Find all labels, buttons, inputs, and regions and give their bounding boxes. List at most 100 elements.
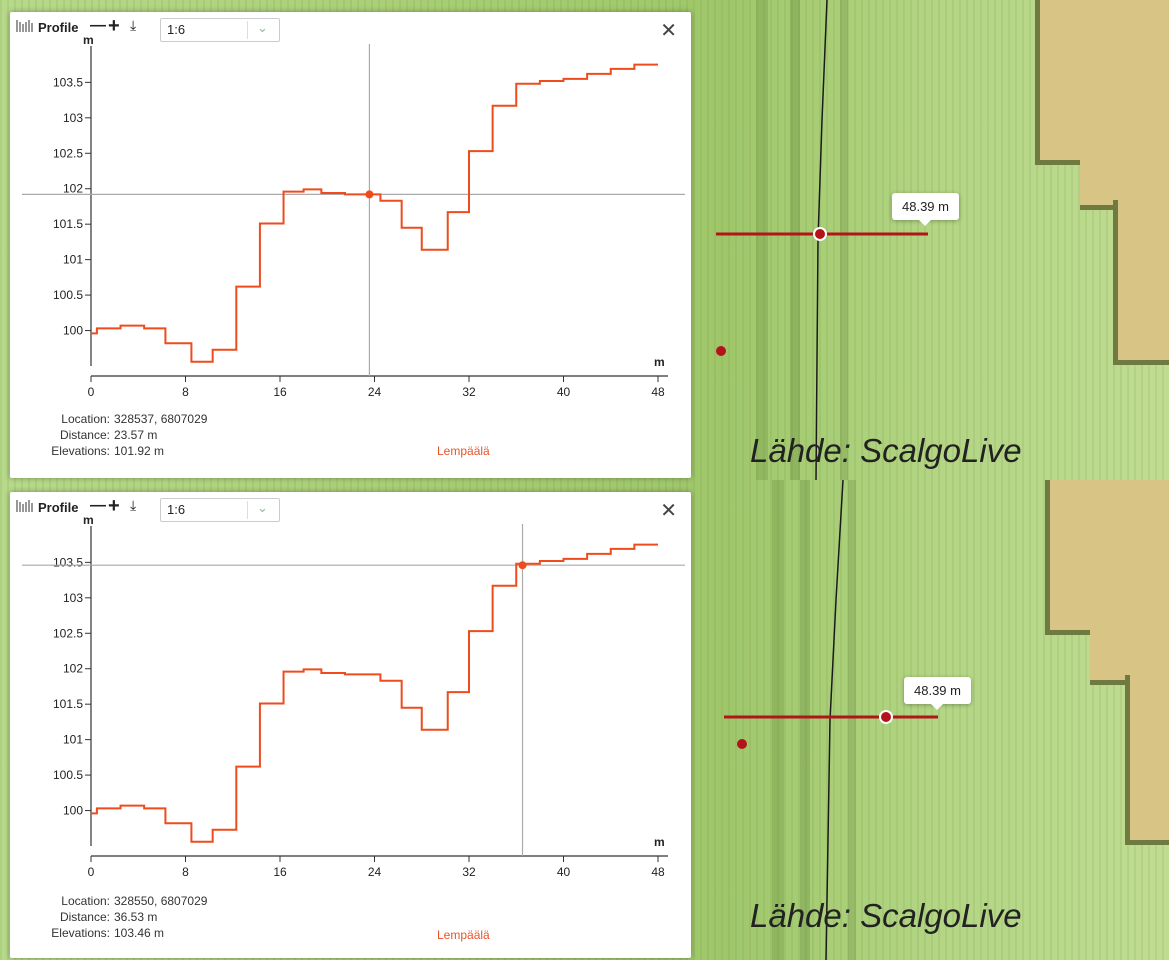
- map-terrain-stripe: [840, 0, 848, 480]
- info-distance-row: Distance: 23.57 m: [10, 428, 157, 442]
- y-tick-label: 100: [63, 804, 83, 818]
- distance-value: 23.57 m: [114, 428, 158, 442]
- map-terrain-stripe: [790, 0, 800, 480]
- profile-panel: Profile — + ⤓ 1:6 ⌄ ✕ m m 100 100.5 101 101.5…: [10, 492, 691, 958]
- x-tick-label: 0: [88, 865, 95, 879]
- x-tick-label: 24: [368, 385, 382, 399]
- chevron-down-icon[interactable]: ⌄: [257, 500, 268, 515]
- profile-icon: [16, 499, 34, 516]
- profile-title: Profile: [38, 500, 79, 515]
- measure-length-label: 48.39 m: [892, 193, 959, 226]
- y-tick-label: 101.5: [53, 217, 83, 231]
- scale-value: 1:6: [167, 502, 186, 517]
- location-value: 328537, 6807029: [114, 412, 208, 426]
- profile-toolbar: Profile — + ⤓ 1:6 ⌄ ✕: [10, 492, 691, 528]
- zoom-in-button[interactable]: +: [108, 15, 120, 37]
- y-tick-label: 101: [63, 253, 83, 267]
- y-tick-label: 102.5: [53, 146, 83, 160]
- elevations-label: Elevations:: [51, 444, 110, 458]
- profile-icon: [16, 19, 34, 36]
- close-button[interactable]: ✕: [660, 500, 677, 522]
- measure-length-label: 48.39 m: [904, 677, 971, 710]
- scale-select[interactable]: 1:6 ⌄: [160, 18, 280, 42]
- elevations-value: 103.46 m: [114, 926, 165, 940]
- distance-label: Distance:: [59, 428, 110, 442]
- distance-value: 36.53 m: [114, 910, 158, 924]
- elevations-value: 101.92 m: [114, 444, 165, 458]
- chevron-down-icon[interactable]: ⌄: [257, 20, 268, 35]
- profile-title: Profile: [38, 20, 79, 35]
- download-button[interactable]: ⤓: [130, 17, 137, 33]
- x-tick-label: 16: [273, 865, 287, 879]
- y-axis-unit: m: [83, 514, 94, 527]
- zoom-out-button[interactable]: —: [90, 497, 106, 514]
- download-button[interactable]: ⤓: [130, 497, 137, 513]
- map-terrain-stripe: [756, 0, 768, 480]
- location-value: 328550, 6807029: [114, 894, 208, 908]
- map-stream-line: [825, 480, 844, 960]
- y-tick-label: 103: [63, 591, 83, 605]
- y-tick-label: 103.5: [53, 555, 83, 569]
- elevation-series-line: [91, 63, 658, 363]
- x-axis-unit: m: [654, 355, 665, 369]
- elevation-series-line: [91, 543, 658, 843]
- x-tick-label: 40: [557, 865, 571, 879]
- y-tick-label: 100.5: [53, 288, 83, 302]
- map-overlay: [724, 480, 938, 960]
- map-overlay: [716, 0, 928, 480]
- map-point-marker: [716, 346, 726, 356]
- elevation-profile-chart[interactable]: m m 100 100.5 101 101.5 102 102.5 103 103.5 0 8 16 24…: [10, 514, 691, 884]
- info-location-row: Location: 328537, 6807029: [10, 412, 207, 426]
- x-axis-unit: m: [654, 835, 665, 849]
- x-tick-label: 0: [88, 385, 95, 399]
- map-terrain-stripe: [848, 480, 856, 960]
- map-source-credit: Lähde: ScalgoLive: [750, 432, 1022, 469]
- profile-position-marker: [879, 710, 893, 724]
- cursor-point-marker: [518, 561, 527, 570]
- y-tick-label: 103.5: [53, 75, 83, 89]
- scale-select[interactable]: 1:6 ⌄: [160, 498, 280, 522]
- cursor-point-marker: [365, 190, 374, 199]
- profile-toolbar: Profile — + ⤓ 1:6 ⌄ ✕: [10, 12, 691, 48]
- scale-separator: [247, 501, 248, 519]
- building-shape: [1125, 675, 1169, 845]
- info-location-row: Location: 328550, 6807029: [10, 894, 207, 908]
- map-point-marker: [737, 739, 747, 749]
- building-shape: [1113, 200, 1169, 365]
- map-source-credit: Lähde: ScalgoLive: [750, 897, 1022, 934]
- municipality-label: Lempäälä: [437, 444, 490, 458]
- map-terrain-stripe: [772, 480, 784, 960]
- x-tick-label: 48: [651, 865, 665, 879]
- x-tick-label: 48: [651, 385, 665, 399]
- zoom-in-button[interactable]: +: [108, 495, 120, 517]
- y-tick-label: 102: [63, 662, 83, 676]
- y-tick-label: 102: [63, 182, 83, 196]
- map-terrain-stripe: [800, 480, 810, 960]
- y-tick-label: 102.5: [53, 626, 83, 640]
- y-axis-unit: m: [83, 34, 94, 47]
- elevation-profile-chart[interactable]: m m 100 100.5 101 101.5 102 102.5 103 103.5 0 8 16 24…: [10, 34, 691, 404]
- info-distance-row: Distance: 36.53 m: [10, 910, 157, 924]
- location-label: Location:: [61, 412, 110, 426]
- x-tick-label: 24: [368, 865, 382, 879]
- x-tick-label: 8: [182, 385, 189, 399]
- x-tick-label: 16: [273, 385, 287, 399]
- location-label: Location:: [61, 894, 110, 908]
- y-tick-label: 103: [63, 111, 83, 125]
- x-tick-label: 32: [462, 865, 476, 879]
- info-elevations-row: Elevations: 103.46 m: [10, 926, 164, 940]
- zoom-out-button[interactable]: —: [90, 17, 106, 34]
- y-tick-label: 100: [63, 324, 83, 338]
- y-tick-label: 101.5: [53, 697, 83, 711]
- map-stream-line: [815, 0, 828, 480]
- y-tick-label: 101: [63, 733, 83, 747]
- distance-label: Distance:: [59, 910, 110, 924]
- close-button[interactable]: ✕: [660, 20, 677, 42]
- scale-value: 1:6: [167, 22, 186, 37]
- elevations-label: Elevations:: [51, 926, 110, 940]
- profile-panel: Profile — + ⤓ 1:6 ⌄ ✕ m m 100 100.5 101 101.5…: [10, 12, 691, 478]
- info-elevations-row: Elevations: 101.92 m: [10, 444, 164, 458]
- scale-separator: [247, 21, 248, 39]
- municipality-label: Lempäälä: [437, 928, 490, 942]
- x-tick-label: 32: [462, 385, 476, 399]
